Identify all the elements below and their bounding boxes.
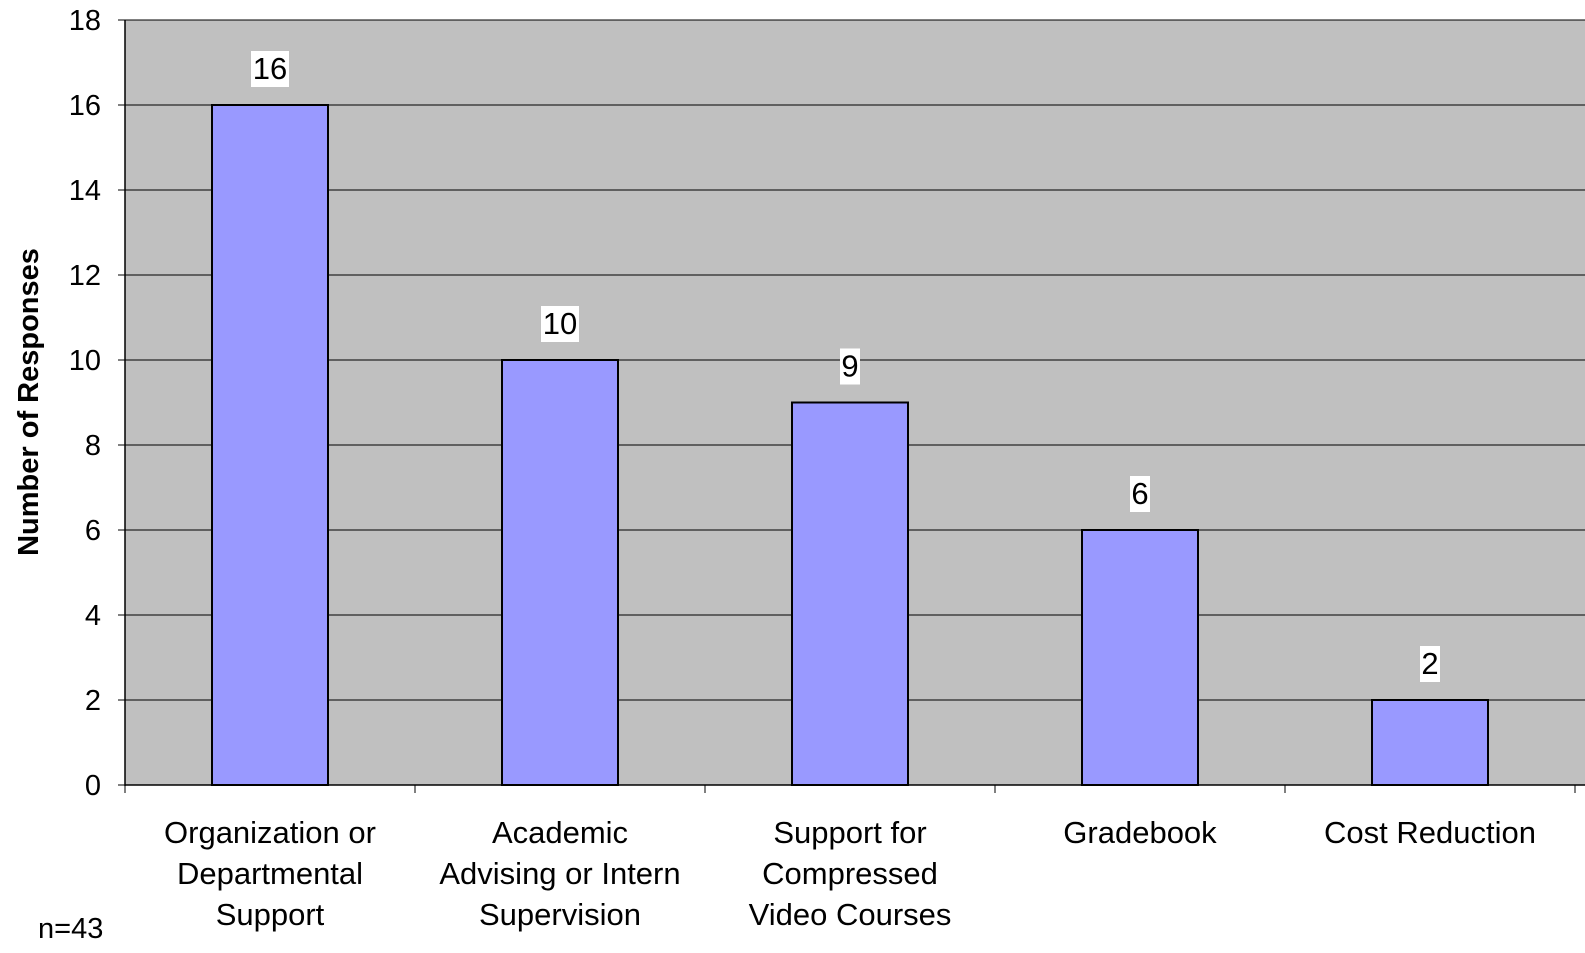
x-category-labels: Organization or Departmental Support Academ… <box>164 815 1536 932</box>
bar <box>1371 699 1489 786</box>
y-tick-label: 16 <box>69 90 101 122</box>
x-category-label: Support for <box>773 815 926 850</box>
data-label-background <box>1130 476 1150 512</box>
data-label-background <box>541 306 579 342</box>
data-label: 6 <box>1131 476 1148 511</box>
y-tick-label: 6 <box>85 515 101 547</box>
x-category-label: Academic <box>492 815 628 850</box>
y-tick-label: 14 <box>69 175 101 207</box>
y-tick-label: 2 <box>85 685 101 717</box>
x-category-label: Advising or Intern <box>439 856 680 891</box>
data-label: 2 <box>1421 646 1438 681</box>
y-tick-label: 0 <box>85 770 101 802</box>
y-axis-title: Number of Responses <box>13 248 45 556</box>
y-tick-labels: 0 2 4 6 8 10 12 14 16 18 <box>69 5 101 802</box>
sample-size-note: n=43 <box>38 913 103 945</box>
bar <box>211 104 329 786</box>
x-category-label: Compressed <box>762 856 938 891</box>
bar <box>1081 529 1199 786</box>
bars <box>211 104 1489 786</box>
x-category-label: Video Courses <box>749 897 952 932</box>
x-category-label: Support <box>216 897 325 932</box>
data-labels: 16 10 9 6 2 <box>251 51 1440 682</box>
x-category-label: Cost Reduction <box>1324 815 1536 850</box>
x-category-label: Departmental <box>177 856 363 891</box>
y-tick-label: 12 <box>69 260 101 292</box>
y-tick-label: 4 <box>85 600 101 632</box>
data-label: 16 <box>253 51 287 86</box>
x-category-label: Gradebook <box>1063 815 1217 850</box>
bar <box>501 359 619 786</box>
data-label-background <box>840 348 860 385</box>
data-label-background <box>1420 646 1440 682</box>
axes <box>118 19 1585 793</box>
x-category-label: Supervision <box>479 897 641 932</box>
y-tick-label: 8 <box>85 430 101 462</box>
y-tick-label: 10 <box>69 345 101 377</box>
y-tick-label: 18 <box>69 5 101 37</box>
data-label: 10 <box>543 306 577 341</box>
bar <box>791 401 909 786</box>
x-category-label: Organization or <box>164 815 376 850</box>
data-label: 9 <box>841 349 858 384</box>
data-label-background <box>251 51 289 87</box>
